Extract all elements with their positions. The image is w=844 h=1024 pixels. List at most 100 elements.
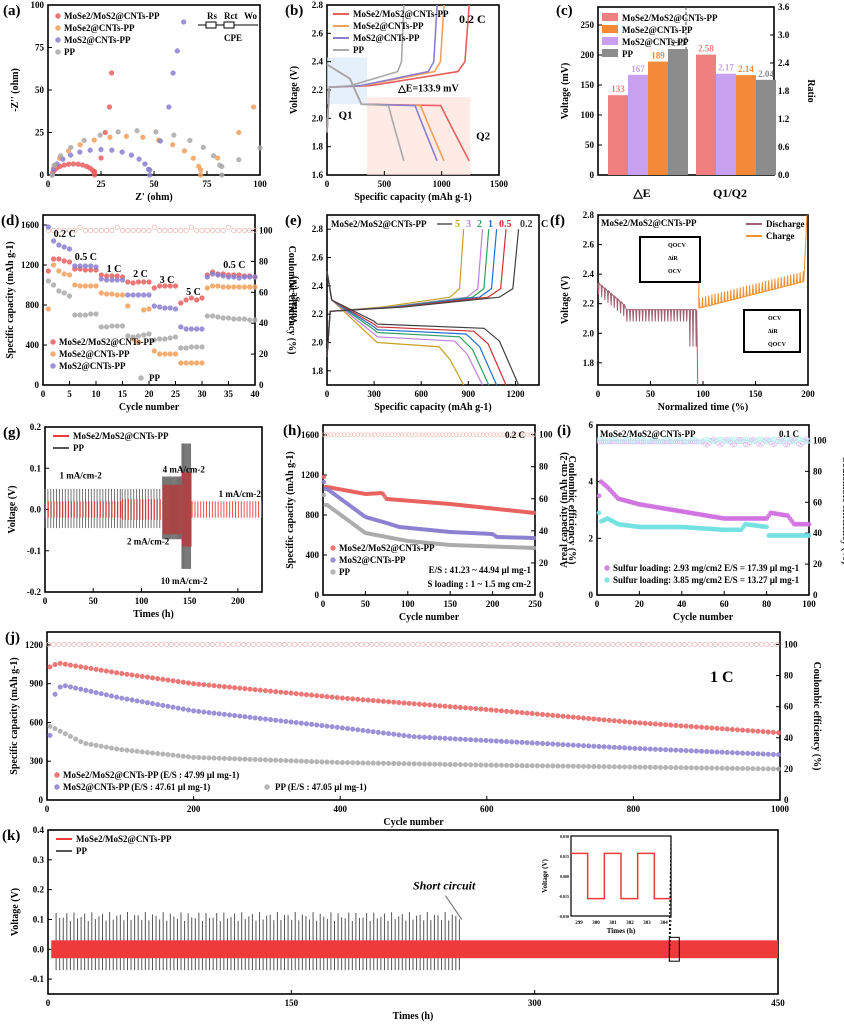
data-point (432, 761, 438, 767)
legend-swatch (602, 25, 618, 33)
data-point (540, 741, 546, 747)
x-tick-label: 0 (43, 596, 48, 606)
data-point (627, 719, 633, 725)
data-point (129, 697, 135, 703)
ce-point (482, 641, 488, 647)
y-tick-label: -0.2 (27, 587, 42, 597)
data-point (114, 292, 120, 298)
data-point (114, 694, 120, 700)
current-density-label: 2 mA/cm-2 (127, 537, 170, 547)
y-tick-label: 2.4 (312, 57, 324, 67)
delta-e-label: △E=133.9 mV (397, 83, 459, 94)
x-tick-label: 15 (118, 389, 128, 399)
data-point (45, 224, 51, 230)
ce-point (369, 641, 375, 647)
data-point (157, 304, 163, 310)
legend-entry: MoSe2@CNTs-PP (622, 25, 693, 35)
data-point (637, 764, 643, 770)
legend-entry: Sulfur loading: 3.85 mg/cm2 E/S = 13.27 … (613, 575, 800, 585)
circuit-label: Rs (207, 11, 217, 21)
y2-tick-label: 0 (259, 380, 264, 390)
data-point (463, 705, 469, 711)
ce-point (128, 641, 134, 647)
data-point (704, 725, 710, 731)
ce-point (806, 438, 812, 444)
data-point (560, 742, 566, 748)
rate-legend: 3 (466, 219, 471, 230)
data-point (473, 706, 479, 712)
y-tick-label: 6 (589, 420, 594, 430)
data-point (498, 708, 504, 714)
ce-point (51, 641, 57, 647)
data-point (673, 722, 679, 728)
data-point (231, 274, 237, 280)
data-point (452, 704, 458, 710)
data-point (278, 689, 284, 695)
y-tick-label: 1.8 (312, 142, 324, 152)
data-point (114, 670, 120, 676)
y2-tick-label: 60 (259, 287, 269, 297)
data-point (98, 146, 104, 153)
data-point (45, 278, 51, 284)
charge-curve (326, 229, 498, 357)
data-point (183, 345, 189, 351)
data-point (52, 691, 58, 697)
data-point (97, 132, 103, 138)
ce-point (98, 227, 104, 234)
data-point (185, 680, 191, 686)
x-tick-label: 800 (627, 804, 641, 814)
bar-delta-e (608, 95, 628, 175)
data-point (463, 736, 469, 742)
data-point (62, 683, 68, 689)
y-tick-label: 200 (581, 50, 595, 60)
inset-box (639, 236, 701, 283)
data-point (92, 169, 98, 175)
data-point (714, 765, 720, 771)
data-point (236, 157, 242, 163)
data-point (61, 290, 67, 296)
data-point (67, 662, 73, 668)
data-point (50, 256, 57, 262)
data-point (339, 725, 345, 731)
data-point (714, 725, 720, 731)
x-tick-label: 100 (253, 179, 267, 189)
data-point (468, 705, 474, 711)
data-point (734, 765, 740, 771)
data-point (125, 333, 131, 339)
data-point (293, 758, 299, 764)
data-point (82, 312, 89, 318)
data-point (196, 708, 202, 714)
data-point (355, 760, 361, 766)
ce-point (146, 227, 152, 234)
data-point (452, 736, 458, 742)
data-point (303, 758, 309, 764)
ce-point (394, 641, 400, 647)
panel-label: (h) (283, 423, 301, 439)
data-point (729, 726, 735, 732)
data-point (488, 738, 494, 744)
data-point (165, 677, 171, 683)
data-point (172, 283, 179, 289)
data-point (421, 761, 427, 767)
ce-point (133, 641, 139, 647)
y-axis-label: Voltage (V) (289, 276, 300, 324)
data-point (498, 738, 504, 744)
rate-legend: 1 (488, 219, 493, 230)
data-point (375, 760, 381, 766)
ce-point (730, 442, 736, 448)
data-point (565, 714, 571, 720)
rate-label: 1 C (710, 669, 734, 686)
y-tick-label: 0.4 (33, 825, 45, 835)
ce-point (770, 442, 776, 448)
data-point (601, 764, 607, 770)
charge-curve (326, 229, 484, 357)
data-point (442, 703, 448, 709)
ce-point (584, 641, 590, 647)
data-point (220, 315, 226, 321)
data-point (601, 717, 607, 723)
data-point (570, 763, 576, 769)
legend-entry: MoSe2/MoS2@CNTs-PP (339, 543, 435, 553)
data-point (478, 762, 484, 768)
data-point (380, 698, 386, 704)
